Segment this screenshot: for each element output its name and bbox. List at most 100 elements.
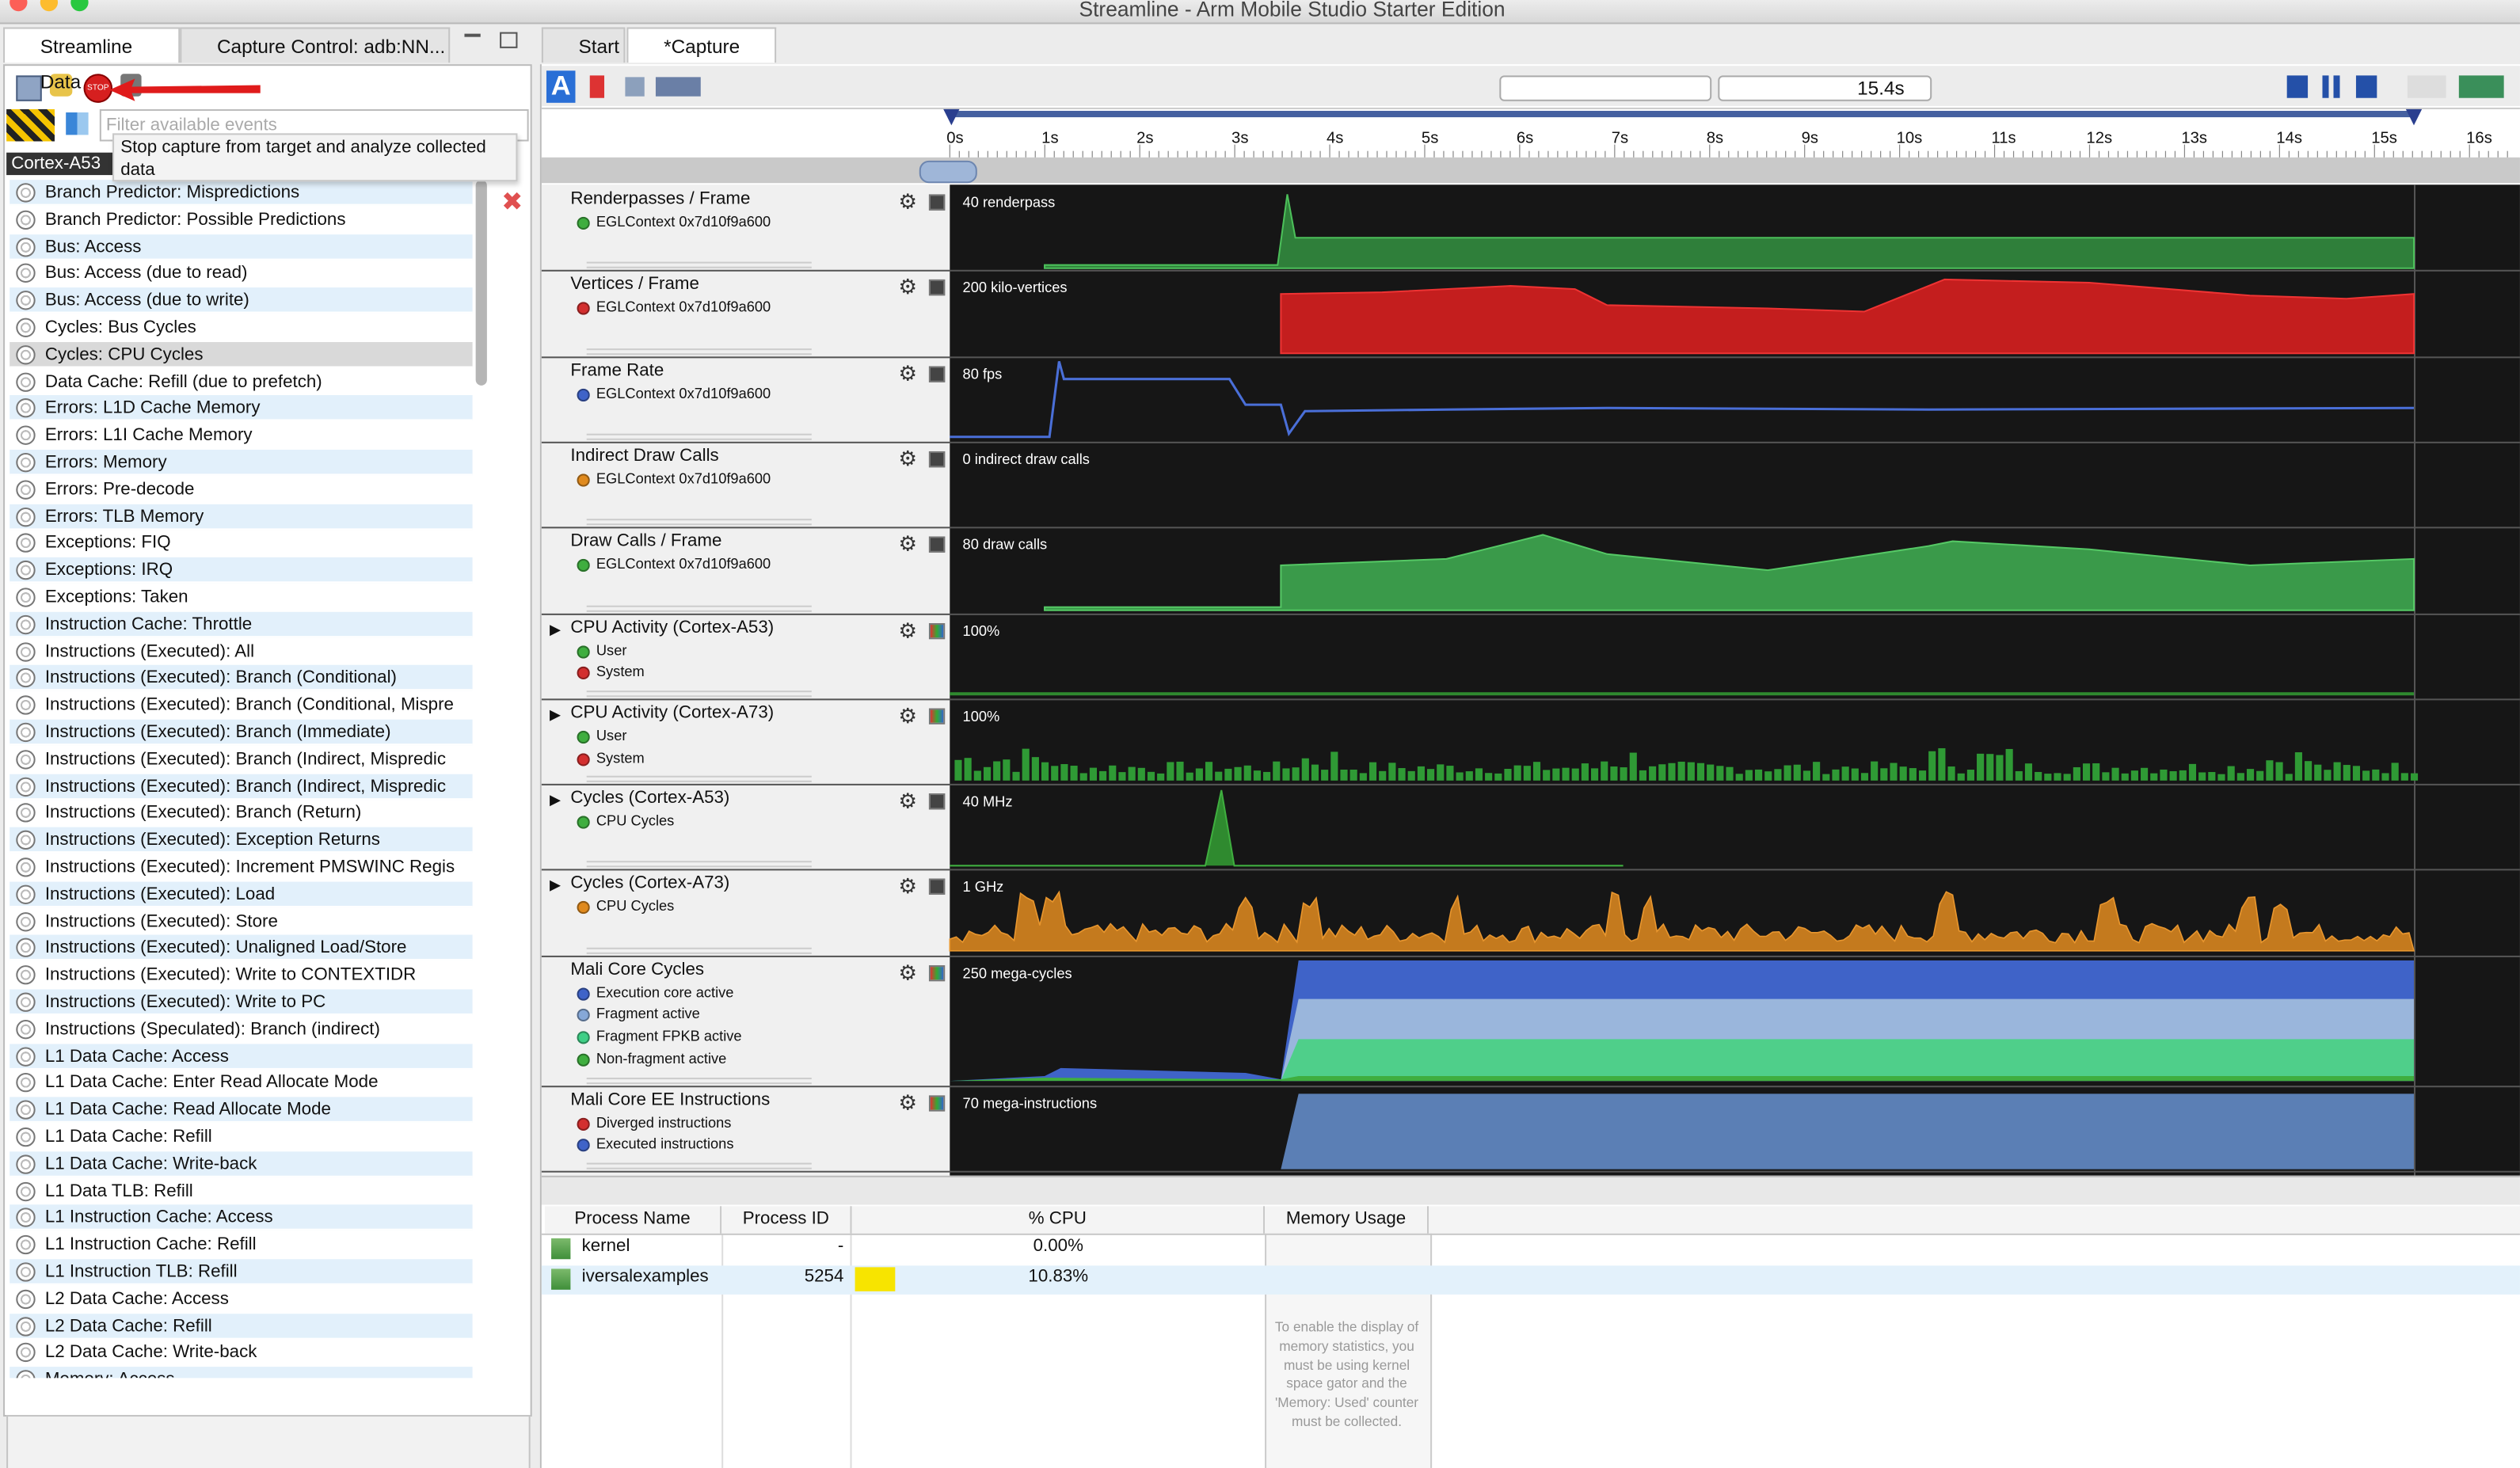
range-bar[interactable] bbox=[950, 110, 2416, 118]
remove-icon[interactable]: ✖ bbox=[501, 189, 523, 217]
event-item[interactable]: Instructions (Executed): Branch (Return) bbox=[10, 800, 473, 827]
event-item[interactable]: Instructions (Executed): Exception Retur… bbox=[10, 827, 473, 854]
event-item[interactable]: L1 Instruction Cache: Refill bbox=[10, 1232, 473, 1258]
go-start-button[interactable] bbox=[2286, 75, 2309, 98]
process-name[interactable]: kernel bbox=[581, 1236, 630, 1257]
color-box[interactable] bbox=[928, 708, 946, 724]
settings-icon[interactable]: ⚙ bbox=[898, 960, 918, 984]
settings-icon[interactable]: ⚙ bbox=[898, 531, 918, 557]
color-box[interactable] bbox=[928, 365, 946, 382]
event-item[interactable]: Instructions (Executed): Branch (Conditi… bbox=[10, 665, 473, 692]
event-item[interactable]: Instructions (Speculated): Branch (indir… bbox=[10, 1016, 473, 1043]
settings-icon[interactable]: ⚙ bbox=[898, 617, 918, 642]
tab[interactable]: *Capture bbox=[626, 27, 777, 63]
table-header[interactable]: Memory Usage bbox=[1265, 1206, 1429, 1234]
event-item[interactable]: Instruction Cache: Throttle bbox=[10, 611, 473, 637]
event-item[interactable]: L2 Data Cache: Refill bbox=[10, 1313, 473, 1339]
event-item[interactable]: L2 Data Cache: Access bbox=[10, 1286, 473, 1312]
event-item[interactable]: L1 Instruction Cache: Access bbox=[10, 1205, 473, 1231]
search-field[interactable] bbox=[1499, 75, 1712, 101]
event-item[interactable]: Instructions (Executed): Branch (Indirec… bbox=[10, 773, 473, 800]
settings-icon[interactable]: ⚙ bbox=[898, 360, 918, 385]
close-button[interactable] bbox=[10, 0, 28, 12]
event-item[interactable]: Instructions (Executed): Load bbox=[10, 881, 473, 907]
event-item[interactable]: Instructions (Executed): Branch (Conditi… bbox=[10, 692, 473, 719]
color-box[interactable] bbox=[928, 280, 946, 296]
event-item[interactable]: Branch Predictor: Mispredictions bbox=[10, 180, 473, 206]
settings-icon[interactable]: ⚙ bbox=[898, 1090, 918, 1115]
event-item[interactable]: Cycles: Bus Cycles bbox=[10, 314, 473, 341]
view-menu[interactable] bbox=[2407, 75, 2446, 98]
splitter[interactable] bbox=[541, 1175, 2520, 1207]
table-header[interactable]: Process ID bbox=[721, 1206, 852, 1234]
toolbar-save[interactable] bbox=[16, 75, 42, 101]
table-header[interactable]: % CPU bbox=[851, 1206, 1266, 1234]
expand-arrow[interactable]: ▶ bbox=[550, 877, 561, 894]
color-box[interactable] bbox=[928, 964, 946, 981]
color-box[interactable] bbox=[928, 1094, 946, 1112]
event-item[interactable]: Instructions (Executed): Branch (Immedia… bbox=[10, 719, 473, 746]
event-item[interactable]: Branch Predictor: Possible Predictions bbox=[10, 207, 473, 233]
event-item[interactable]: Instructions (Executed): Store bbox=[10, 908, 473, 934]
settings-icon[interactable]: ⚙ bbox=[898, 275, 918, 299]
event-item[interactable]: Instructions (Executed): Write to PC bbox=[10, 989, 473, 1015]
go-end-button[interactable] bbox=[2355, 75, 2377, 98]
expand-arrow[interactable]: ▶ bbox=[550, 706, 561, 723]
counter-icon[interactable] bbox=[66, 112, 89, 135]
toolbar-refresh[interactable] bbox=[49, 74, 73, 97]
event-item[interactable]: L1 Data Cache: Read Allocate Mode bbox=[10, 1097, 473, 1124]
tab[interactable]: Streamline Data bbox=[3, 27, 181, 93]
settings-icon[interactable]: ⚙ bbox=[898, 703, 918, 728]
event-item[interactable]: Bus: Access (due to write) bbox=[10, 287, 473, 314]
bookmark-button[interactable] bbox=[589, 75, 605, 98]
event-item[interactable]: L1 Instruction TLB: Refill bbox=[10, 1259, 473, 1285]
event-item[interactable]: Instructions (Executed): Increment PMSWI… bbox=[10, 854, 473, 880]
settings-icon[interactable]: ⚙ bbox=[898, 189, 918, 214]
event-item[interactable]: L1 Data Cache: Access bbox=[10, 1043, 473, 1070]
event-item[interactable]: L2 Data Cache: Write-back bbox=[10, 1340, 473, 1366]
event-item[interactable]: Cycles: CPU Cycles bbox=[10, 341, 473, 368]
event-item[interactable]: Instructions (Executed): Write to CONTEX… bbox=[10, 962, 473, 988]
event-item[interactable]: Exceptions: FIQ bbox=[10, 531, 473, 557]
event-item[interactable]: L1 Data Cache: Write-back bbox=[10, 1150, 473, 1177]
color-box[interactable] bbox=[928, 793, 946, 810]
pause-button[interactable] bbox=[2322, 75, 2343, 98]
event-item[interactable]: Errors: TLB Memory bbox=[10, 504, 473, 530]
event-item[interactable]: Data Cache: Refill (due to prefetch) bbox=[10, 368, 473, 395]
color-box[interactable] bbox=[928, 451, 946, 468]
range-handle[interactable] bbox=[919, 160, 977, 184]
chart-menu[interactable] bbox=[2458, 75, 2504, 98]
event-item[interactable]: Errors: L1D Cache Memory bbox=[10, 395, 473, 422]
process-name[interactable]: iversalexamples bbox=[581, 1267, 709, 1287]
expand-arrow[interactable]: ▶ bbox=[550, 620, 561, 637]
nav-button[interactable] bbox=[655, 77, 701, 97]
event-item[interactable]: Instructions (Executed): Unaligned Load/… bbox=[10, 935, 473, 961]
panel-max-icon[interactable] bbox=[500, 32, 518, 48]
zoom-button[interactable] bbox=[70, 0, 89, 12]
color-box[interactable] bbox=[928, 194, 946, 211]
event-scrollbar[interactable] bbox=[475, 180, 487, 386]
event-item[interactable]: Instructions (Executed): Branch (Indirec… bbox=[10, 746, 473, 773]
event-item[interactable]: L1 Data Cache: Refill bbox=[10, 1124, 473, 1150]
event-item[interactable]: L1 Data Cache: Enter Read Allocate Mode bbox=[10, 1070, 473, 1097]
minimize-button[interactable] bbox=[40, 0, 59, 12]
event-item[interactable]: Errors: Pre-decode bbox=[10, 477, 473, 503]
tab[interactable]: Start bbox=[541, 27, 626, 63]
event-item[interactable]: Exceptions: IRQ bbox=[10, 557, 473, 584]
settings-icon[interactable]: ⚙ bbox=[898, 789, 918, 813]
event-item[interactable]: Instructions (Executed): All bbox=[10, 638, 473, 664]
stop-button[interactable]: STOP bbox=[83, 74, 113, 103]
color-box[interactable] bbox=[928, 879, 946, 896]
event-item[interactable]: L1 Data TLB: Refill bbox=[10, 1178, 473, 1204]
settings-icon[interactable]: ⚙ bbox=[898, 446, 918, 471]
expand-arrow[interactable]: ▶ bbox=[550, 792, 561, 808]
event-item[interactable]: Errors: Memory bbox=[10, 449, 473, 476]
panel-min-icon[interactable] bbox=[464, 33, 481, 37]
event-item[interactable]: Errors: L1I Cache Memory bbox=[10, 422, 473, 449]
nav-button[interactable] bbox=[625, 77, 645, 97]
event-item[interactable]: Bus: Access bbox=[10, 234, 473, 260]
table-header[interactable]: Process Name bbox=[544, 1206, 722, 1234]
color-box[interactable] bbox=[928, 536, 946, 553]
annotate-button[interactable]: A bbox=[546, 70, 576, 103]
event-item[interactable]: Bus: Access (due to read) bbox=[10, 261, 473, 287]
